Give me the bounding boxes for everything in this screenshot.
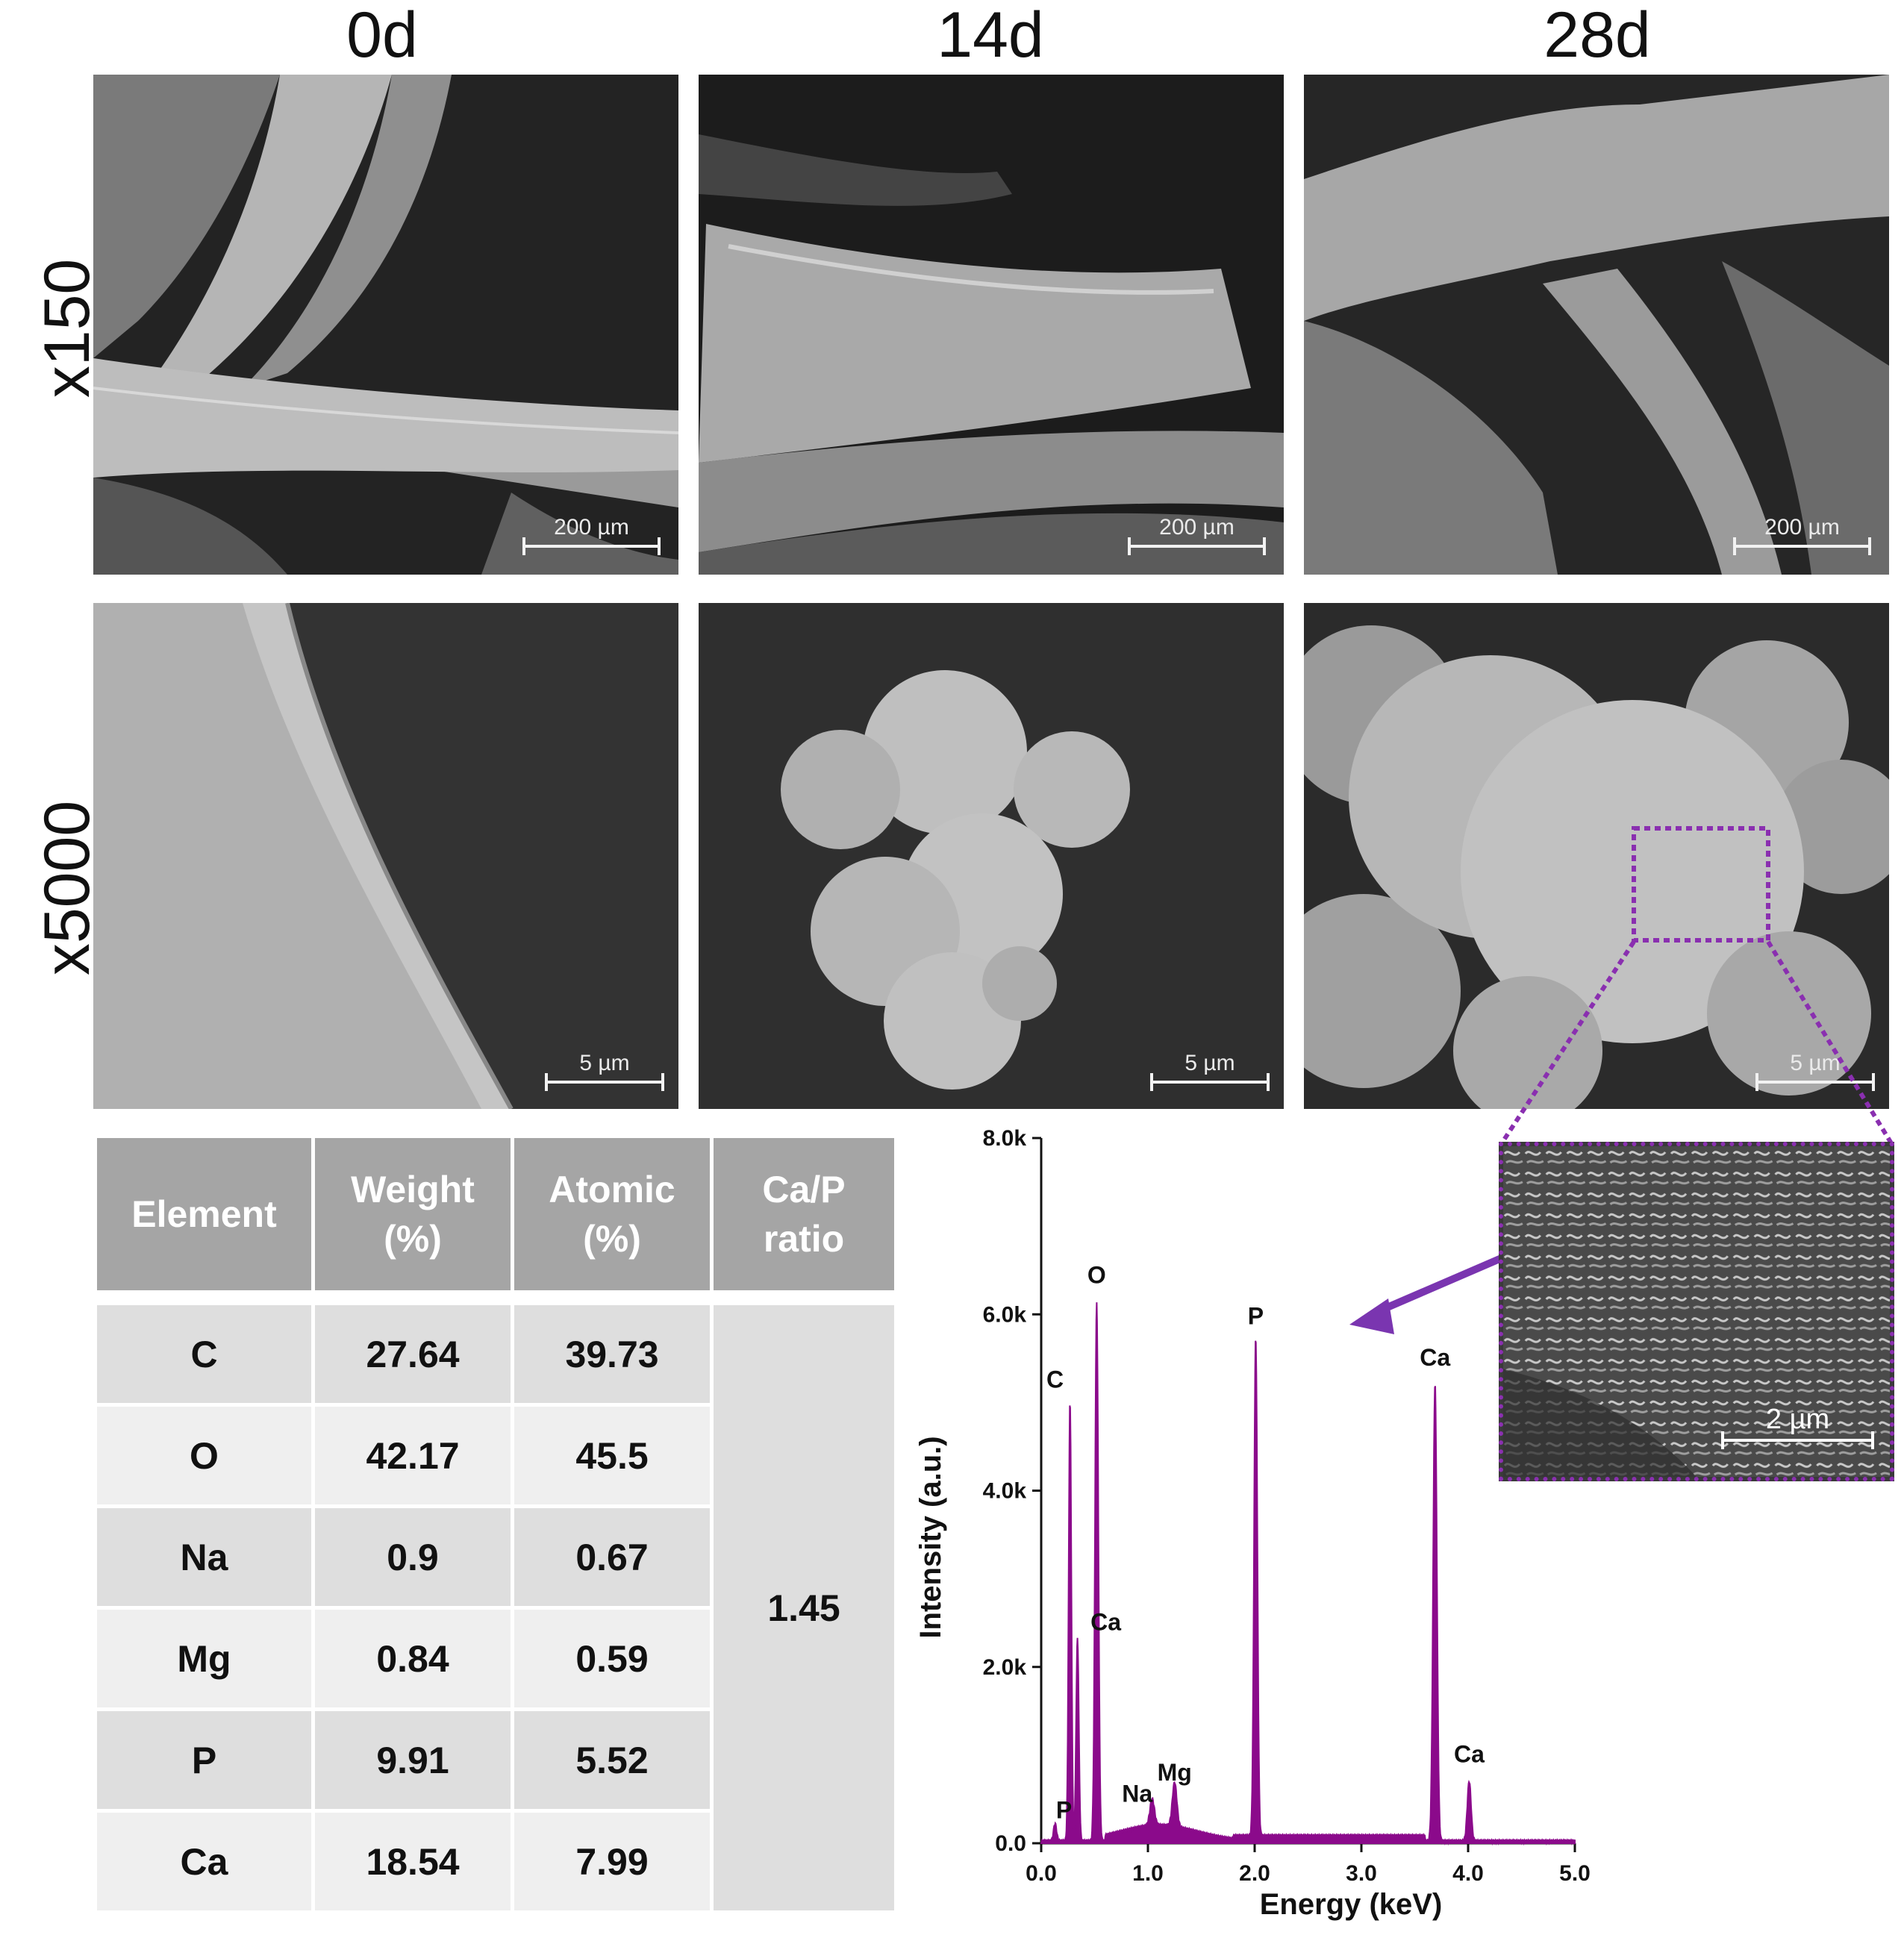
element-cell: P (97, 1711, 311, 1809)
peak-label: O (1087, 1261, 1106, 1288)
atomic-cell: 0.59 (514, 1610, 710, 1707)
peak-label: Na (1122, 1781, 1152, 1807)
x-axis-label: Energy (keV) (1260, 1888, 1443, 1921)
scale-bar: 200 µm (522, 515, 661, 555)
y-tick-label: 4.0k (983, 1479, 1027, 1504)
y-tick-label: 0.0 (995, 1831, 1026, 1856)
scale-bar-label: 200 µm (554, 515, 629, 540)
peak-label: Ca (1090, 1608, 1121, 1635)
weight-cell: 0.84 (315, 1610, 511, 1707)
weight-cell: 0.9 (315, 1508, 511, 1606)
weight-cell: 27.64 (315, 1305, 511, 1403)
y-tick-label: 8.0k (983, 1126, 1027, 1151)
eds-composition-table: Element Weight (%) Atomic (%) Ca/P ratio C … (93, 1134, 898, 1914)
spectrum-line (1040, 1302, 1576, 1846)
inset-zoom-image: 2 µm (1499, 1142, 1894, 1481)
scale-bar-label: 2 µm (1765, 1404, 1830, 1435)
scale-bar: 5 µm (1755, 1051, 1875, 1091)
table-row: P 9.91 5.52 (97, 1711, 894, 1809)
scale-bar: 200 µm (1733, 515, 1871, 555)
table-row: Ca 18.54 7.99 (97, 1813, 894, 1910)
peak-label: C (1046, 1366, 1064, 1393)
table-header-weight: Weight (%) (315, 1138, 511, 1290)
table-row: Mg 0.84 0.59 (97, 1610, 894, 1707)
sem-image-14d-x5000: 5 µm (699, 603, 1284, 1109)
x-tick-label: 5.0 (1559, 1861, 1591, 1886)
y-tick-label: 6.0k (983, 1302, 1027, 1327)
column-label-14d: 14d (937, 0, 1044, 71)
peak-label: Ca (1454, 1741, 1485, 1768)
table-header-element: Element (97, 1138, 311, 1290)
scale-bar: 200 µm (1128, 515, 1266, 555)
peak-label: Mg (1158, 1759, 1192, 1786)
table-header-ca-p-ratio: Ca/P ratio (714, 1138, 894, 1290)
x-tick-label: 1.0 (1132, 1861, 1164, 1886)
eds-spectrum-chart: P C Ca O Na Mg P Ca Ca 0.0 1.0 2.0 3.0 4.0 5.0 0.0 2.0k… (903, 1119, 1612, 1940)
x-tick-label: 2.0 (1239, 1861, 1270, 1886)
atomic-cell: 0.67 (514, 1508, 710, 1606)
scale-bar-label: 5 µm (1790, 1051, 1841, 1075)
table-row: Na 0.9 0.67 (97, 1508, 894, 1606)
scale-bar-label: 200 µm (1159, 515, 1235, 540)
x-tick-label: 0.0 (1026, 1861, 1057, 1886)
atomic-cell: 5.52 (514, 1711, 710, 1809)
element-cell: Na (97, 1508, 311, 1606)
peak-label: P (1248, 1303, 1264, 1330)
scale-bar: 2 µm (1721, 1404, 1874, 1449)
y-tick-label: 2.0k (983, 1655, 1027, 1680)
sem-image-0d-x5000: 5 µm (93, 603, 678, 1109)
table-row: O 42.17 45.5 (97, 1407, 894, 1504)
column-label-0d: 0d (346, 0, 418, 71)
sem-image-0d-x150: 200 µm (93, 75, 678, 575)
sem-image-28d-x5000: 5 µm (1304, 603, 1889, 1109)
ca-p-ratio-cell: 1.45 (714, 1305, 894, 1910)
table-row: C 27.64 39.73 1.45 (97, 1305, 894, 1910)
element-cell: Ca (97, 1813, 311, 1910)
x-tick-label: 3.0 (1346, 1861, 1377, 1886)
atomic-cell: 45.5 (514, 1407, 710, 1504)
peak-label: P (1056, 1796, 1072, 1823)
peak-label: Ca (1420, 1344, 1450, 1371)
scale-bar-label: 5 µm (579, 1051, 630, 1075)
element-cell: Mg (97, 1610, 311, 1707)
element-cell: C (97, 1305, 311, 1403)
atomic-cell: 7.99 (514, 1813, 710, 1910)
sem-image-14d-x150: 200 µm (699, 75, 1284, 575)
weight-cell: 9.91 (315, 1711, 511, 1809)
scale-bar-label: 5 µm (1184, 1051, 1235, 1075)
weight-cell: 42.17 (315, 1407, 511, 1504)
scale-bar: 5 µm (1150, 1051, 1270, 1091)
weight-cell: 18.54 (315, 1813, 511, 1910)
y-axis-label: Intensity (a.u.) (914, 1436, 947, 1638)
element-cell: O (97, 1407, 311, 1504)
x-tick-label: 4.0 (1452, 1861, 1484, 1886)
table-header-atomic: Atomic (%) (514, 1138, 710, 1290)
atomic-cell: 39.73 (514, 1305, 710, 1403)
scale-bar: 5 µm (545, 1051, 664, 1091)
column-label-28d: 28d (1544, 0, 1651, 71)
sem-image-28d-x150: 200 µm (1304, 75, 1889, 575)
scale-bar-label: 200 µm (1764, 515, 1840, 540)
